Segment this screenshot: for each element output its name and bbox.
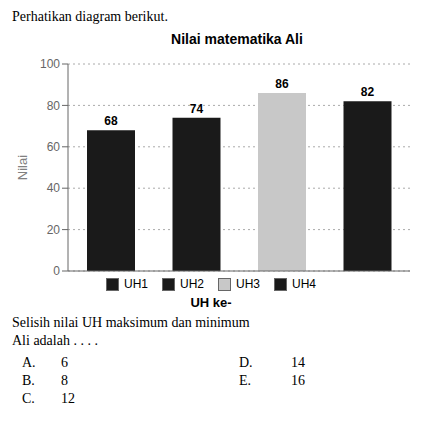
svg-text:86: 86	[275, 77, 289, 91]
svg-text:68: 68	[104, 114, 118, 128]
svg-text:80: 80	[47, 99, 61, 113]
html-text:Perhatikan diagram berikut.: Perhatikan diagram berikut.	[12, 9, 168, 24]
svg-text:82: 82	[361, 85, 375, 99]
html-text:UH1: UH1	[124, 277, 148, 291]
html-text:UH2: UH2	[180, 277, 204, 291]
html-text:Selisih nilai UH maksimum dan: Selisih nilai UH maksimum dan minimum	[12, 315, 250, 330]
html-text:Nilai matematika Ali: Nilai matematika Ali	[171, 31, 303, 47]
html-text:16: 16	[291, 373, 305, 388]
html-text:6: 6	[61, 355, 68, 370]
svg-text:74: 74	[190, 102, 204, 116]
html-text:8: 8	[61, 373, 68, 388]
svg-text:0: 0	[53, 264, 60, 278]
html-text:Ali adalah . . . .: Ali adalah . . . .	[12, 333, 98, 348]
svg-text:Nilai: Nilai	[15, 155, 30, 180]
html-text:14: 14	[291, 355, 305, 370]
svg-text:40: 40	[47, 181, 61, 195]
html-text:C.: C.	[22, 391, 35, 406]
svg-text:100: 100	[40, 57, 60, 71]
html-text:UH3: UH3	[236, 277, 260, 291]
svg-text:20: 20	[47, 223, 61, 237]
html-text:UH ke-: UH ke-	[190, 295, 232, 310]
html-text:E.: E.	[239, 373, 252, 388]
html-text:B.: B.	[22, 373, 35, 388]
html-text:D.: D.	[239, 355, 253, 370]
html-text:UH4: UH4	[292, 277, 316, 291]
html-text:A.: A.	[22, 355, 36, 370]
html-text:12: 12	[61, 391, 75, 406]
svg-text:60: 60	[47, 140, 61, 154]
